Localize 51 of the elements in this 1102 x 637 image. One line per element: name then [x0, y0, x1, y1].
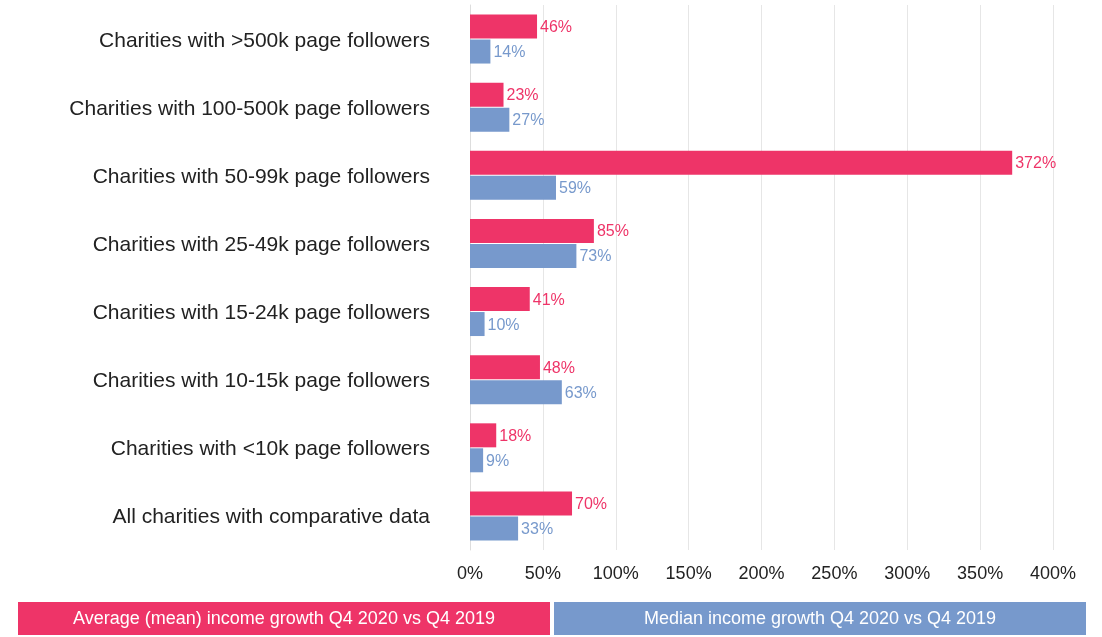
bar [470, 312, 485, 337]
data-label: 9% [486, 451, 510, 469]
data-label: 46% [540, 18, 573, 36]
x-tick-label: 250% [811, 563, 858, 583]
x-tick-label: 400% [1029, 563, 1077, 583]
bar [470, 39, 491, 64]
data-label: 63% [564, 383, 597, 401]
y-tick-label: Charities with 10-15k page followers [92, 368, 430, 392]
data-label: 48% [542, 358, 575, 376]
bar [470, 380, 562, 405]
bar [470, 491, 573, 516]
data-label: 372% [1015, 154, 1057, 172]
bar [470, 175, 556, 200]
data-label: 85% [596, 222, 629, 240]
text: Average (mean) income growth Q4 2020 vs Q4 2019 [18, 602, 550, 635]
data-label: 70% [575, 494, 608, 512]
bar [470, 82, 504, 107]
bar [470, 14, 538, 39]
y-tick-label: Charities with >500k page followers [99, 27, 430, 51]
data-label: 14% [493, 43, 526, 61]
text: Median income growth Q4 2020 vs Q4 2019 [554, 602, 1086, 635]
bar [470, 423, 497, 448]
y-tick-label: All charities with comparative data [112, 504, 431, 528]
data-label: 41% [532, 290, 565, 308]
x-tick-label: 150% [665, 563, 712, 583]
x-tick-label: 200% [738, 563, 785, 583]
y-tick-label: Charities with 15-24k page followers [92, 300, 430, 324]
data-label: 23% [506, 86, 539, 104]
y-tick-label: Charities with 100-500k page followers [69, 95, 430, 119]
bar [470, 355, 540, 380]
data-label: 18% [499, 426, 532, 444]
bar [470, 150, 1013, 175]
x-tick-label: 350% [957, 563, 1004, 583]
y-tick-label: Charities with 50-99k page followers [92, 163, 430, 187]
bar [470, 448, 484, 473]
x-tick-label: 50% [524, 563, 561, 583]
data-label: 27% [512, 111, 545, 129]
data-label: 33% [521, 519, 554, 537]
y-tick-label: Charities with <10k page followers [110, 436, 430, 460]
x-tick-label: 100% [592, 563, 639, 583]
y-tick-label: Charities with 25-49k page followers [92, 231, 430, 255]
data-label: 73% [579, 247, 612, 265]
x-tick-label: 300% [884, 563, 931, 583]
x-tick-label: 0% [456, 563, 484, 583]
data-label: 59% [558, 179, 592, 197]
bar [470, 243, 577, 268]
bar [470, 218, 594, 243]
bar [470, 287, 530, 312]
data-label: 10% [487, 315, 520, 333]
bar [470, 107, 510, 132]
bar [470, 516, 519, 541]
